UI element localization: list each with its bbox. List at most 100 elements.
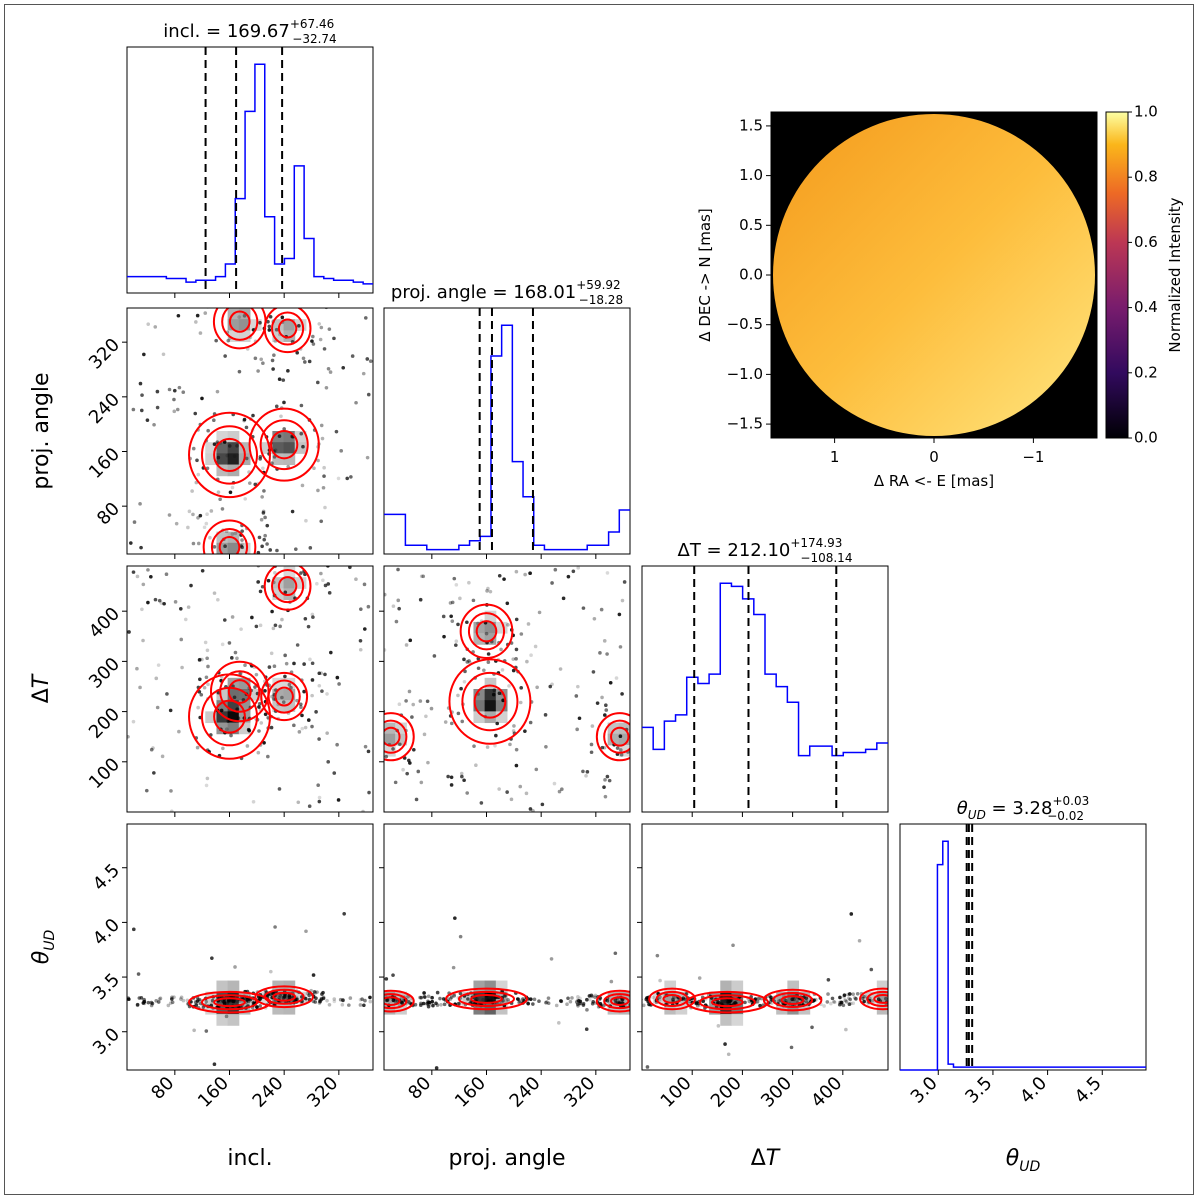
colorbar-tick-label: 0.6	[1134, 233, 1158, 251]
contour-line	[467, 612, 506, 651]
image-x-tick-label: 0	[929, 448, 939, 466]
x-tick-label: 320	[303, 1073, 342, 1112]
contour-line	[655, 990, 689, 1007]
contour-line	[213, 997, 246, 1008]
contour-line	[384, 712, 415, 762]
contour-line	[475, 620, 498, 643]
disk-image-panel: 1 0 −1 1.5 1.0 0.5 0.0 −0.5 −1.0 −1.5 Δ RA <- E [m…	[696, 103, 1184, 491]
x-tick-label: 240	[249, 1073, 288, 1112]
contour-line	[473, 684, 507, 719]
y-tick-label: 320	[85, 334, 124, 373]
contour-line	[272, 991, 297, 1002]
contour-line	[648, 987, 697, 1011]
colorbar-tick-label: 0.0	[1134, 429, 1158, 447]
contour-line	[595, 989, 630, 1013]
contour-line	[227, 679, 252, 704]
contour-line	[219, 670, 261, 713]
contour-line	[270, 429, 299, 460]
contour-line	[210, 528, 249, 554]
panel-frame	[899, 823, 1147, 1071]
x-tick-label: 80	[404, 1073, 435, 1104]
contour-line	[603, 719, 630, 754]
panel-content	[384, 916, 630, 1070]
x-axis-label-theta: θUD	[1006, 1146, 1041, 1175]
contour-line	[259, 419, 309, 471]
contour-line	[610, 726, 630, 747]
panel-frame	[641, 565, 889, 813]
y-tick-label: 300	[85, 654, 124, 693]
contour-line	[274, 686, 294, 707]
scatter-panel-pa_theta	[379, 823, 631, 1075]
colorbar-tick-label: 1.0	[1134, 103, 1158, 121]
histogram-step-line	[127, 63, 373, 285]
hist-panel-dT: ΔT = 212.10+174.93 −108.14	[641, 536, 889, 817]
x-tick-label: 200	[707, 1073, 746, 1112]
image-x-axis-label: Δ RA <- E [mas]	[874, 472, 994, 490]
contour-line	[277, 576, 298, 597]
panel-title-incl: incl. = 169.67+67.46 −32.74	[163, 17, 336, 46]
x-tick-label: 400	[807, 1073, 846, 1112]
contour-line	[254, 985, 314, 1009]
scatter-panel-incl_theta: 3.0 3.5 4.0 4.5	[89, 823, 374, 1075]
image-y-tick-label: −0.5	[727, 315, 763, 333]
x-tick-label: 3.0	[907, 1073, 942, 1108]
contour-line	[263, 566, 312, 611]
x-tick-label: 3.5	[961, 1073, 996, 1108]
y-tick-label: 4.5	[89, 860, 124, 895]
contour-line	[470, 994, 503, 1004]
contour-line	[213, 437, 246, 472]
contour-line	[188, 411, 271, 499]
panel-frame	[126, 46, 374, 294]
image-y-tick-label: 0.5	[739, 216, 763, 234]
contour-line	[260, 671, 309, 722]
figure-frame	[4, 4, 1194, 1195]
contour-line	[384, 726, 401, 747]
contour-line	[200, 994, 259, 1011]
contour-line	[448, 658, 532, 745]
contour-line	[595, 712, 630, 762]
contour-line	[610, 996, 630, 1007]
panel-content	[642, 912, 888, 1069]
image-x-tick-label: 1	[830, 448, 840, 466]
x-tick-label: 300	[757, 1073, 796, 1112]
contour-line	[277, 318, 298, 339]
image-y-tick-label: −1.0	[727, 365, 763, 383]
x-axis-label-incl: incl.	[227, 1146, 272, 1171]
contour-line	[772, 992, 814, 1009]
x-tick-label: 100	[657, 1073, 696, 1112]
hist-panel-incl: incl. = 169.67+67.46 −32.74	[126, 17, 374, 298]
y-tick-label: 3.0	[89, 1024, 124, 1059]
contour-line	[873, 994, 888, 1004]
contour-line	[271, 569, 305, 604]
contour-line	[384, 996, 401, 1007]
y-tick-label: 80	[93, 498, 124, 529]
image-y-tick-label: 1.0	[739, 166, 763, 184]
x-tick-label: 160	[451, 1073, 490, 1112]
contour-line	[662, 994, 682, 1004]
colorbar	[1105, 111, 1129, 439]
contour-line	[263, 988, 305, 1005]
y-tick-label: 3.5	[89, 969, 124, 1004]
panel-frame	[383, 565, 631, 813]
y-tick-label: 100	[85, 754, 124, 793]
scatter-panel-incl_pa: 80 160 240 320	[85, 307, 374, 559]
x-tick-label: 4.0	[1016, 1073, 1051, 1108]
hist-panel-theta: θUD = 3.28+0.03 −0.02	[899, 794, 1147, 1075]
y-tick-label: 200	[85, 704, 124, 743]
x-axis-label-dT: ΔT	[751, 1146, 781, 1171]
panel-title-pa: proj. angle = 168.01+59.92 −18.28	[391, 278, 623, 307]
colorbar-tick-label: 0.4	[1134, 298, 1158, 316]
panel-frame	[126, 565, 374, 813]
contour-line	[200, 425, 259, 485]
colorbar-label: Normalized Intensity	[1166, 197, 1184, 352]
x-tick-label: 240	[506, 1073, 545, 1112]
histogram-step-line	[642, 582, 888, 757]
image-x-tick-label: −1	[1022, 448, 1044, 466]
stellar-disk	[773, 114, 1095, 436]
x-tick-label: 80	[147, 1073, 178, 1104]
histogram-step-line	[900, 840, 1146, 1071]
scatter-panel-dT_theta	[637, 823, 889, 1075]
contour-line	[267, 679, 301, 714]
y-tick-label: 4.0	[89, 915, 124, 950]
panel-frame	[126, 823, 374, 1071]
